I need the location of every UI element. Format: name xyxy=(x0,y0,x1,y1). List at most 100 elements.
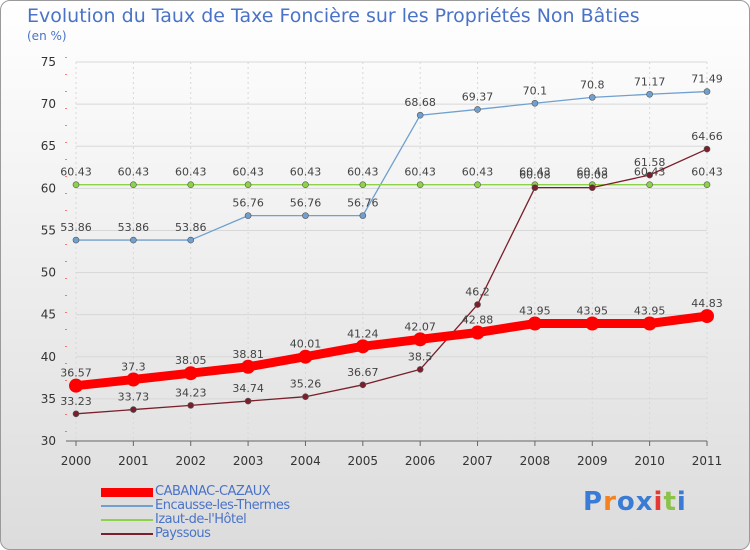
x-tick-label: 2008 xyxy=(520,454,551,468)
logo-letter: i xyxy=(653,487,664,517)
data-point xyxy=(646,181,653,189)
data-point xyxy=(130,181,137,189)
data-label: 53.86 xyxy=(175,221,207,234)
data-point xyxy=(187,402,195,409)
data-point xyxy=(126,372,141,387)
series-cabanac-cazaux: 36.57 37.3 38.05 38.81 40.01 41.24 42.07 42.88 4… xyxy=(60,297,723,393)
legend-label: CABANAC-CAZAUX xyxy=(155,484,271,499)
data-point xyxy=(474,106,481,113)
series-line xyxy=(75,148,708,415)
chart-unit-label: (en %) xyxy=(27,29,67,43)
data-label: 42.88 xyxy=(462,314,494,327)
data-label: 42.07 xyxy=(404,320,436,333)
data-label: 60.08 xyxy=(577,169,609,182)
data-label: 36.57 xyxy=(60,367,92,380)
data-label: 33.23 xyxy=(60,395,92,408)
data-label: 53.86 xyxy=(118,221,150,234)
data-point xyxy=(703,88,711,95)
data-point xyxy=(72,236,80,244)
data-label: 60.43 xyxy=(290,166,322,179)
data-label: 35.26 xyxy=(290,378,322,391)
legend-label: Izaut-de-l'Hôtel xyxy=(155,512,247,527)
data-label: 60.43 xyxy=(691,166,723,179)
data-point xyxy=(187,181,195,189)
data-label: 33.73 xyxy=(118,391,150,404)
y-tick-label: 60 xyxy=(41,181,56,195)
x-tick-label: 2006 xyxy=(405,454,436,468)
data-point xyxy=(302,181,309,189)
data-point xyxy=(302,212,309,219)
data-point xyxy=(646,171,653,179)
data-point xyxy=(531,184,539,191)
data-label: 43.95 xyxy=(634,305,666,318)
data-label: 34.23 xyxy=(175,386,207,399)
data-label: 44.83 xyxy=(691,297,723,310)
legend-swatch xyxy=(101,505,153,507)
data-label: 38.5 xyxy=(408,350,433,363)
series-izaut-de-l-h-tel: 60.43 60.43 60.43 60.43 60.43 60.43 60.43 60.43… xyxy=(60,166,723,189)
series-payssous: 33.23 33.73 34.23 34.74 35.26 36.67 38.5 46.2 60… xyxy=(60,130,723,418)
data-label: 36.67 xyxy=(347,366,379,379)
axes: 30 35 40 45 50 55 60 65 70 75 2000 2001 2002 2003 2004… xyxy=(41,55,723,468)
x-tick-label: 2002 xyxy=(175,454,206,468)
data-label: 56.76 xyxy=(290,197,322,210)
data-point xyxy=(413,332,428,347)
data-point xyxy=(527,316,542,331)
data-label: 69.37 xyxy=(462,90,494,103)
y-tick-label: 30 xyxy=(41,434,56,448)
data-point xyxy=(585,316,600,331)
data-point xyxy=(241,359,256,374)
data-point xyxy=(298,349,313,364)
data-point xyxy=(72,181,80,189)
data-point xyxy=(474,181,481,189)
data-label: 60.43 xyxy=(118,166,150,179)
data-point xyxy=(531,99,539,107)
data-label: 60.43 xyxy=(347,166,379,179)
legend-swatch xyxy=(101,519,153,521)
y-tick-label: 35 xyxy=(41,392,56,406)
x-tick-label: 2011 xyxy=(692,454,723,468)
y-tick-label: 70 xyxy=(41,97,56,111)
logo-letter: t xyxy=(663,487,677,517)
y-tick-label: 75 xyxy=(41,55,56,69)
logo-letter: r xyxy=(603,487,617,517)
data-point xyxy=(359,381,367,389)
data-point xyxy=(72,410,80,418)
data-point xyxy=(302,393,309,400)
data-point xyxy=(183,366,198,381)
data-point xyxy=(416,366,424,373)
data-point xyxy=(244,181,252,189)
y-tick-label: 55 xyxy=(41,223,56,237)
x-tick-label: 2003 xyxy=(233,454,264,468)
data-label: 71.17 xyxy=(634,75,666,88)
series-encausse-les-thermes: 53.86 53.86 53.86 56.76 56.76 56.76 68.68 69.37… xyxy=(60,73,723,244)
x-tick-label: 2000 xyxy=(61,454,92,468)
data-point xyxy=(130,236,137,244)
x-tick-label: 2010 xyxy=(634,454,665,468)
data-label: 53.86 xyxy=(60,221,92,234)
legend-swatch xyxy=(101,533,153,535)
data-label: 34.74 xyxy=(232,382,264,395)
data-label: 60.43 xyxy=(175,166,207,179)
data-point xyxy=(700,309,714,324)
legend-label: Encausse-les-Thermes xyxy=(155,498,290,513)
data-label: 60.08 xyxy=(519,169,551,182)
data-point xyxy=(703,181,711,189)
logo-letter: P xyxy=(583,487,604,517)
data-label: 64.66 xyxy=(691,130,723,143)
x-tick-label: 2009 xyxy=(577,454,608,468)
data-point xyxy=(588,184,596,191)
data-label: 56.76 xyxy=(347,197,379,210)
data-label: 40.01 xyxy=(290,338,322,351)
x-tick-label: 2005 xyxy=(348,454,379,468)
data-label: 60.43 xyxy=(60,166,92,179)
grid-lines xyxy=(75,61,708,442)
data-point xyxy=(642,316,657,331)
data-label: 46.2 xyxy=(465,286,490,299)
data-label: 60.43 xyxy=(577,166,609,179)
data-point xyxy=(474,301,481,308)
data-point xyxy=(470,325,485,340)
data-point xyxy=(69,378,83,393)
data-label: 43.95 xyxy=(519,305,551,318)
logo-letter: x xyxy=(635,487,654,517)
